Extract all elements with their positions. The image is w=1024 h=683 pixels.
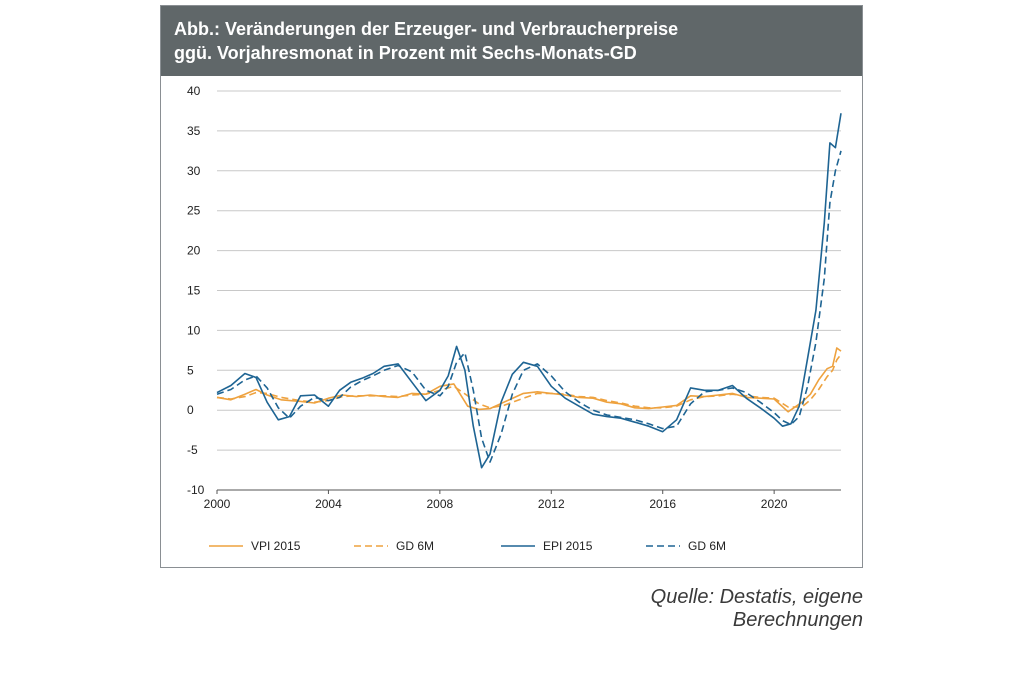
y-tick-label: 0 — [187, 403, 194, 417]
legend-label: GD 6M — [688, 539, 726, 553]
x-tick-label: 2020 — [761, 497, 788, 511]
source-note: Quelle: Destatis, eigene Berechnungen — [650, 586, 863, 631]
y-tick-label: 10 — [187, 323, 201, 337]
x-tick-label: 2016 — [649, 497, 676, 511]
y-tick-label: 25 — [187, 204, 201, 218]
y-tick-label: 5 — [187, 363, 194, 377]
y-tick-label: 15 — [187, 284, 201, 298]
legend-label: EPI 2015 — [543, 539, 593, 553]
y-tick-label: 40 — [187, 84, 201, 98]
x-tick-label: 2004 — [315, 497, 342, 511]
y-tick-label: 35 — [187, 124, 201, 138]
y-tick-label: 30 — [187, 164, 201, 178]
legend-label: GD 6M — [396, 539, 434, 553]
series-line-1 — [216, 347, 842, 413]
chart-title-line2: ggü. Vorjahresmonat in Prozent mit Sechs… — [174, 43, 637, 63]
series-line-4 — [216, 150, 842, 463]
x-tick-label: 2000 — [204, 497, 231, 511]
series-line-3 — [216, 113, 842, 469]
legend-label: VPI 2015 — [251, 539, 301, 553]
chart-title-line1: Abb.: Veränderungen der Erzeuger- und Ve… — [174, 19, 679, 39]
x-tick-label: 2012 — [538, 497, 565, 511]
chart-header: Abb.: Veränderungen der Erzeuger- und Ve… — [161, 6, 862, 76]
y-tick-label: 20 — [187, 244, 201, 258]
chart-frame: Abb.: Veränderungen der Erzeuger- und Ve… — [160, 5, 863, 568]
y-tick-label: -10 — [187, 483, 205, 497]
y-tick-label: -5 — [187, 443, 198, 457]
chart-title: Abb.: Veränderungen der Erzeuger- und Ve… — [174, 17, 678, 65]
x-tick-label: 2008 — [427, 497, 454, 511]
